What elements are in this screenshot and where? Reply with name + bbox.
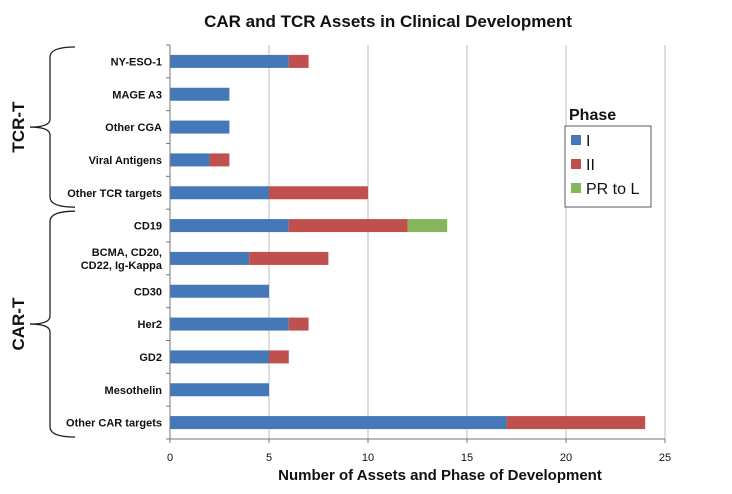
x-tick-label: 20 <box>560 452 572 464</box>
group-label: TCR-T <box>9 101 28 153</box>
bar-i <box>170 383 269 397</box>
bar-i <box>170 120 230 134</box>
legend-item: PR to L <box>586 181 639 198</box>
bar-ii <box>269 186 368 200</box>
bar-i <box>170 416 507 430</box>
category-label: Mesothelin <box>105 385 163 397</box>
category-labels: NY-ESO-1 MAGE A3 Other CGA Viral Antigens Ot… <box>66 56 163 429</box>
category-label: Her2 <box>138 319 162 331</box>
legend-item: II <box>586 157 595 174</box>
x-tick-label: 10 <box>362 452 374 464</box>
category-label: MAGE A3 <box>112 89 162 101</box>
bar-i <box>170 153 210 167</box>
x-axis-label: Number of Assets and Phase of Developmen… <box>278 467 602 484</box>
x-tick-label: 15 <box>461 452 473 464</box>
category-label: Other CAR targets <box>66 418 162 430</box>
x-tick-labels: 0 5 10 15 20 25 <box>167 452 671 464</box>
bar-i <box>170 219 289 233</box>
x-tick-label: 5 <box>266 452 272 464</box>
group-bracket <box>29 46 76 208</box>
category-label: Other CGA <box>105 122 162 134</box>
bar-i <box>170 87 230 101</box>
bar-ii <box>249 251 329 265</box>
x-tick-label: 25 <box>659 452 671 464</box>
category-label: CD30 <box>134 286 162 298</box>
grid <box>268 45 666 439</box>
category-label: NY-ESO-1 <box>111 56 162 68</box>
category-label: Viral Antigens <box>89 155 162 167</box>
x-tick-label: 0 <box>167 452 173 464</box>
bar-i <box>170 186 269 200</box>
legend-swatch <box>571 183 581 193</box>
bar-ii <box>288 317 309 331</box>
bar-i <box>170 317 289 331</box>
group-label: CAR-T <box>9 297 28 350</box>
category-label: Other TCR targets <box>67 188 162 200</box>
bar-ii <box>288 219 408 233</box>
bar-i <box>170 284 269 298</box>
legend-swatch <box>571 159 581 169</box>
bar-i <box>170 350 269 364</box>
legend-title: Phase <box>569 107 616 124</box>
bar-pr-to-l <box>407 219 448 233</box>
bar-ii <box>288 54 309 68</box>
group-brackets: TCR-T CAR-T <box>9 46 76 438</box>
bar-i <box>170 54 289 68</box>
axes <box>166 44 666 443</box>
bars <box>170 54 646 430</box>
category-label: CD19 <box>134 221 162 233</box>
bar-i <box>170 251 250 265</box>
category-label: BCMA, CD20, <box>92 247 162 259</box>
legend-swatch <box>571 135 581 145</box>
category-label: GD2 <box>139 352 162 364</box>
category-label: CD22, Ig-Kappa <box>81 260 163 272</box>
group-bracket <box>29 210 76 438</box>
bar-ii <box>269 350 289 364</box>
legend-item: I <box>586 133 590 150</box>
bar-ii <box>209 153 230 167</box>
bar-ii <box>506 416 646 430</box>
chart-title: CAR and TCR Assets in Clinical Developme… <box>204 12 572 31</box>
